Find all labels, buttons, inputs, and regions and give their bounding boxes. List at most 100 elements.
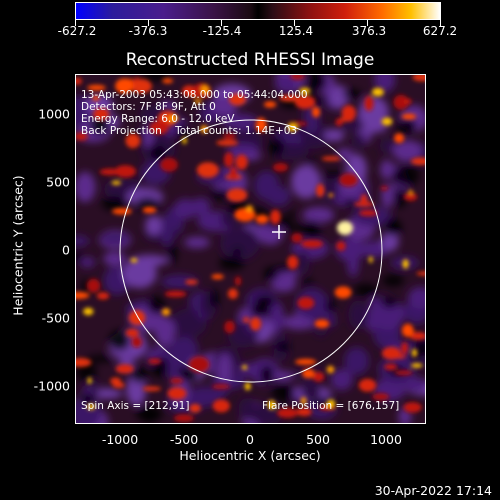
noise-blob (161, 308, 171, 316)
noise-blob (324, 129, 345, 142)
noise-blob (416, 271, 425, 276)
noise-blob (212, 384, 230, 390)
noise-blob (76, 251, 82, 264)
noise-blob (411, 348, 418, 358)
spin-axis-cross (272, 225, 286, 239)
noise-blob (325, 298, 335, 315)
noise-blob (164, 290, 187, 298)
noise-blob (321, 156, 341, 161)
noise-blob (130, 79, 152, 94)
noise-blob (329, 85, 349, 110)
noise-blob (86, 355, 114, 363)
noise-blob (372, 393, 390, 401)
noise-blob (351, 133, 366, 149)
noise-blob (93, 107, 109, 121)
noise-blob (411, 157, 425, 166)
noise-blob (250, 317, 261, 331)
noise-blob (382, 274, 405, 287)
noise-blob (275, 75, 297, 94)
noise-blob (115, 78, 134, 94)
noise-blob (76, 235, 90, 247)
y-tick-label: -1000 (33, 378, 70, 394)
noise-blob (300, 397, 307, 405)
noise-blob (76, 358, 92, 367)
colorbar-tick-label: 376.3 (351, 24, 387, 38)
noise-blob (111, 180, 122, 185)
noise-blob (235, 154, 248, 170)
noise-blob (142, 75, 169, 82)
noise-blob (394, 187, 407, 209)
noise-blob (301, 239, 323, 248)
noise-blob (167, 387, 187, 400)
noise-blob (305, 157, 316, 166)
noise-blob (286, 210, 296, 219)
noise-blob (189, 403, 201, 413)
noise-blob (353, 283, 378, 297)
noise-blob (270, 209, 281, 225)
noise-blob (149, 120, 169, 135)
noise-blob (76, 132, 88, 141)
noise-blob (114, 165, 136, 178)
noise-blob (408, 189, 413, 195)
y-tick-label: -500 (41, 310, 70, 326)
noise-blob (295, 358, 317, 365)
noise-blob (185, 279, 198, 285)
timestamp: 30-Apr-2022 17:14 (374, 483, 492, 498)
noise-blob (326, 365, 335, 374)
noise-blob (336, 241, 346, 251)
noise-blob (297, 297, 315, 309)
noise-blob (142, 386, 162, 392)
noise-blob (217, 353, 233, 386)
noise-blob (226, 188, 248, 202)
noise-blob (381, 117, 393, 126)
noise-blob (379, 138, 396, 154)
noise-blob (394, 370, 413, 376)
noise-blob (79, 257, 96, 268)
noise-blob (87, 403, 96, 410)
noise-blob (167, 243, 178, 264)
noise-blob (229, 93, 246, 106)
plot-title: Reconstructed RHESSI Image (125, 50, 375, 70)
noise-blob (216, 139, 239, 146)
noise-blob (343, 88, 361, 100)
flare-position-text: Flare Position = [676,157] (262, 400, 400, 412)
noise-blob (193, 99, 202, 104)
noise-blob (130, 254, 169, 267)
noise-blob (147, 296, 165, 315)
noise-blob (115, 364, 134, 374)
noise-blob (392, 140, 423, 162)
noise-blob (110, 377, 122, 385)
colorbar-tick-label: -125.4 (202, 24, 242, 38)
noise-blob (380, 186, 389, 191)
noise-blob (263, 101, 277, 108)
noise-blob (254, 170, 280, 201)
noise-blob (142, 206, 157, 214)
noise-blob (100, 233, 130, 244)
image-plot-area: 13-Apr-2003 05:43:08.000 to 05:44:04.000… (75, 74, 426, 424)
noise-blob (330, 368, 353, 391)
noise-blob (291, 164, 321, 199)
detectors-text: Detectors: 7F 8F 9F, Att 0 (81, 101, 216, 113)
noise-blob (79, 392, 97, 406)
noise-blob (101, 196, 128, 211)
noise-blob (209, 289, 219, 308)
noise-blob (161, 274, 198, 289)
noise-blob (312, 371, 325, 382)
noise-blob (380, 159, 394, 180)
noise-blob (334, 286, 352, 299)
noise-blob (347, 246, 360, 277)
noise-blob (267, 400, 276, 410)
energy-range-text: Energy Range: 6.0 - 12.0 keV (81, 113, 235, 125)
noise-blob (171, 308, 207, 338)
noise-blob (234, 276, 242, 286)
noise-blob (249, 304, 271, 318)
noise-blob (384, 217, 399, 236)
noise-blob (255, 294, 275, 307)
noise-blob (212, 399, 230, 413)
method-counts-text: Back Projection Total counts: 1.14E+03 (81, 125, 298, 137)
noise-blob (339, 173, 358, 187)
noise-blob (335, 118, 344, 126)
noise-blob (76, 399, 102, 423)
noise-blob (382, 347, 401, 360)
noise-blob (241, 365, 248, 370)
